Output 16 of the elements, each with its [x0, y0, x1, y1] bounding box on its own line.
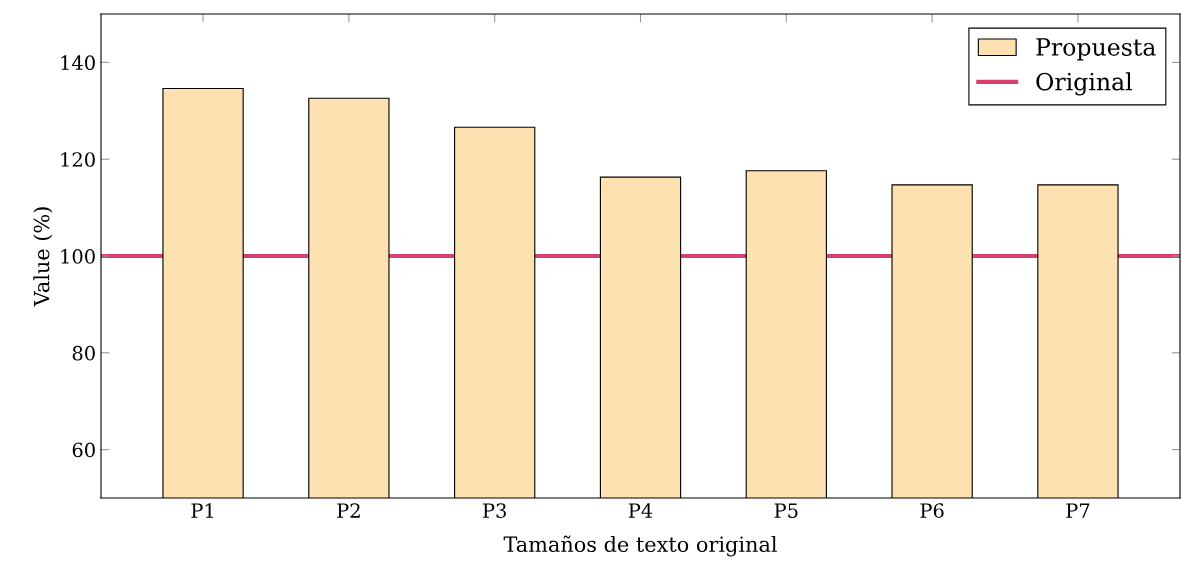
- x-tick-label: P4: [628, 503, 653, 518]
- y-tick-label: 80: [72, 345, 95, 361]
- x-tick-label: P7: [1066, 503, 1090, 518]
- y-axis-title: Value (%): [33, 207, 53, 307]
- legend-label: Propuesta: [1036, 38, 1156, 61]
- y-tick-label: 120: [61, 152, 95, 167]
- x-tick-label: P3: [483, 503, 506, 518]
- x-tick-label: P6: [920, 503, 944, 518]
- y-tick-label: 60: [72, 442, 95, 458]
- x-tick-label: P1: [191, 503, 214, 518]
- y-tick-label: 140: [61, 55, 95, 71]
- x-tick-label: P2: [337, 503, 360, 518]
- x-axis-title: Tamaños de texto original: [503, 535, 777, 557]
- legend-label: Original: [1036, 72, 1133, 96]
- x-tick-label: P5: [774, 503, 798, 518]
- y-tick-label: 100: [61, 248, 95, 264]
